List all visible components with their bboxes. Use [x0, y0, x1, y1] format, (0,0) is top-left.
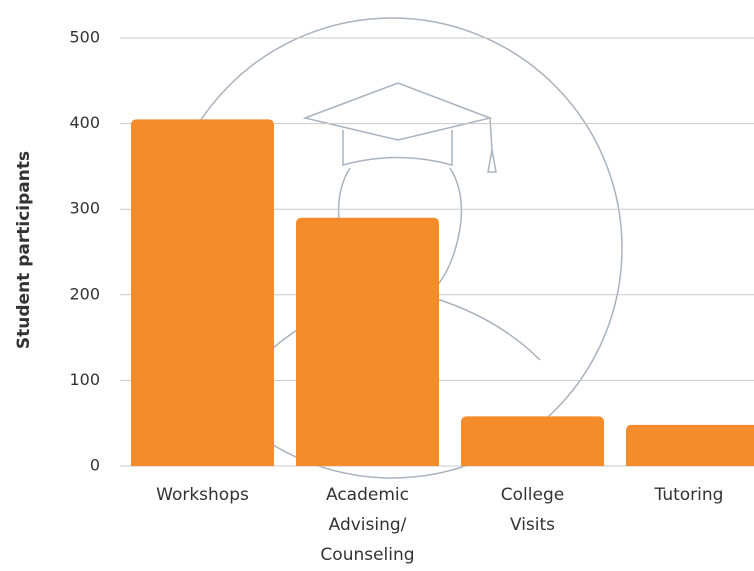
y-tick-label: 400 — [69, 113, 100, 132]
bar — [626, 424, 754, 466]
y-tick-label: 500 — [69, 28, 100, 47]
y-axis-title: Student participants — [14, 151, 34, 349]
cap-band — [342, 130, 453, 166]
x-tick-label: Workshops — [156, 485, 249, 505]
cap-top — [302, 82, 493, 141]
bar — [461, 416, 604, 466]
x-tick-label: Academic Advising/ Counseling — [320, 485, 415, 565]
x-tick-label: College Visits — [500, 485, 565, 535]
cap-tassel — [487, 117, 497, 173]
bar — [296, 217, 439, 466]
y-tick-label: 0 — [90, 456, 100, 475]
x-tick-label: Tutoring — [654, 485, 724, 505]
y-tick-label: 200 — [69, 284, 100, 303]
y-tick-label: 100 — [69, 370, 100, 389]
bar — [131, 119, 274, 466]
y-tick-label: 300 — [69, 199, 100, 218]
